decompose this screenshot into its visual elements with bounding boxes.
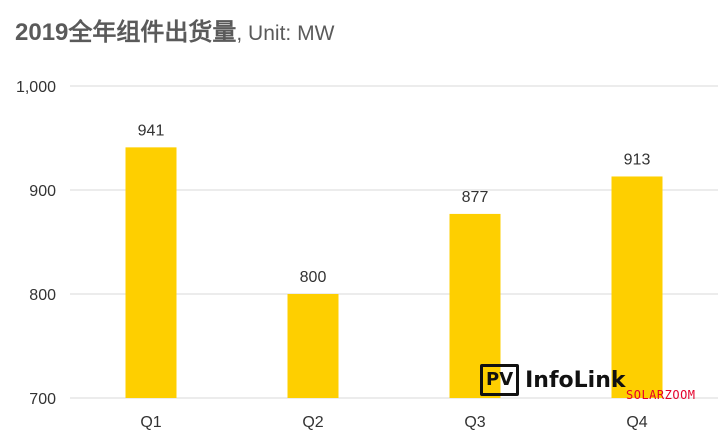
watermark: SOLARZOOM (626, 388, 696, 402)
x-tick-label: Q3 (464, 414, 485, 431)
gridlines (70, 85, 718, 399)
chart-title-main: 2019全年组件出货量 (15, 19, 237, 46)
data-label: 877 (462, 189, 489, 206)
y-tick-label: 1,000 (16, 79, 56, 96)
bar (449, 213, 501, 398)
infolink-logo: PV InfoLink (480, 364, 626, 396)
logo-badge: PV (480, 364, 520, 396)
bars (125, 147, 663, 398)
x-axis-labels: Q1 Q2 Q3 Q4 (140, 414, 647, 431)
data-label: 800 (300, 269, 327, 286)
logo-name: InfoLink (525, 367, 626, 393)
data-label: 941 (138, 122, 165, 139)
x-tick-label: Q4 (626, 414, 647, 431)
x-tick-label: Q2 (302, 414, 323, 431)
y-tick-label: 700 (29, 391, 56, 408)
y-tick-label: 900 (29, 183, 56, 200)
data-label: 913 (624, 151, 651, 168)
chart-title-unit: , Unit: MW (236, 22, 335, 45)
y-tick-label: 800 (29, 287, 56, 304)
y-axis-labels: 700 800 900 1,000 (16, 79, 56, 408)
bar (125, 147, 177, 398)
bar (611, 176, 663, 398)
x-tick-label: Q1 (140, 414, 161, 431)
bar (287, 294, 339, 398)
data-labels: 941 800 877 913 (138, 122, 651, 286)
chart-title: 2019全年组件出货量, Unit: MW (15, 12, 334, 47)
